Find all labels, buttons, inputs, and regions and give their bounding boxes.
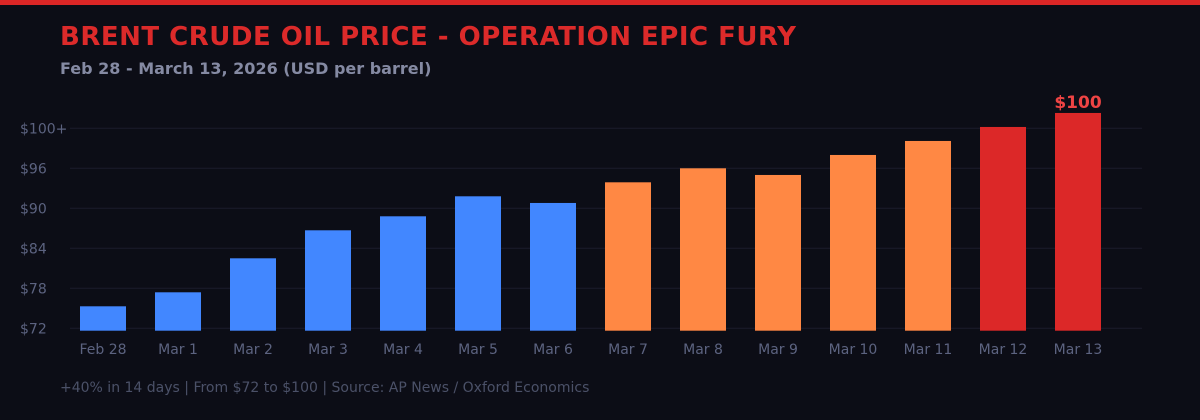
x-tick-label: Mar 4 (383, 342, 423, 358)
chart-title: BRENT CRUDE OIL PRICE - OPERATION EPIC F… (60, 22, 797, 52)
data-label: $100 (1054, 93, 1101, 113)
x-tick-label: Feb 28 (79, 342, 126, 358)
bar-mar-13 (1055, 112, 1101, 331)
y-tick-label: $90 (20, 201, 47, 217)
chart-subtitle: Feb 28 - March 13, 2026 (USD per barrel) (60, 59, 432, 78)
bar-mar-6 (530, 202, 576, 331)
x-tick-label: Mar 8 (683, 342, 723, 358)
y-tick-label: $84 (20, 241, 47, 257)
x-tick-label: Mar 5 (458, 342, 498, 358)
x-tick-label: Mar 7 (608, 342, 648, 358)
x-tick-label: Mar 11 (904, 342, 953, 358)
x-tick-label: Mar 1 (158, 342, 198, 358)
bar-mar-10 (830, 154, 876, 331)
bar-mar-8 (680, 168, 726, 331)
x-tick-label: Mar 2 (233, 342, 273, 358)
y-tick-label: $78 (20, 281, 47, 297)
x-tick-label: Mar 9 (758, 342, 798, 358)
y-tick-label: $100+ (20, 121, 67, 137)
bar-mar-2 (230, 258, 276, 331)
bar-mar-3 (305, 230, 351, 331)
bar-mar-1 (155, 292, 201, 331)
bar-mar-9 (755, 174, 801, 331)
chart-footer: +40% in 14 days | From $72 to $100 | Sou… (60, 380, 590, 396)
bar-mar-4 (380, 216, 426, 331)
x-tick-label: Mar 13 (1054, 342, 1103, 358)
bar-feb-28 (80, 306, 126, 331)
x-tick-label: Mar 6 (533, 342, 573, 358)
top-accent-bar (0, 0, 1200, 5)
y-tick-label: $72 (20, 321, 47, 337)
y-tick-label: $96 (20, 161, 47, 177)
bar-mar-7 (605, 182, 651, 331)
x-tick-label: Mar 3 (308, 342, 348, 358)
x-tick-label: Mar 12 (979, 342, 1028, 358)
bar-mar-5 (455, 196, 501, 331)
x-tick-label: Mar 10 (829, 342, 878, 358)
bar-mar-11 (905, 140, 951, 331)
bar-mar-12 (980, 126, 1026, 331)
